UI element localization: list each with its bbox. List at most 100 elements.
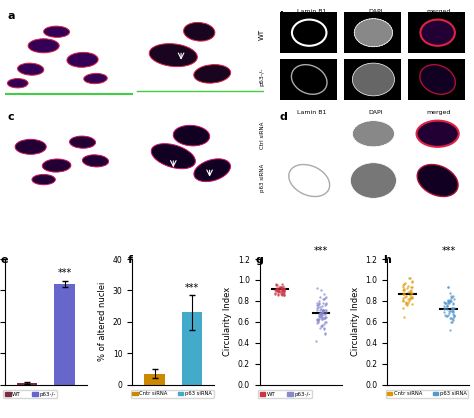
Ellipse shape: [420, 65, 456, 94]
Point: [280, 289, 288, 296]
Point: [321, 314, 329, 321]
Point: [402, 293, 410, 299]
Point: [321, 296, 328, 302]
Point: [400, 305, 407, 312]
Text: ***: ***: [57, 268, 72, 278]
Ellipse shape: [173, 125, 210, 146]
Text: p63-/-: p63-/-: [187, 112, 212, 121]
Legend: Cntr siRNA, p63 siRNA: Cntr siRNA, p63 siRNA: [131, 390, 213, 398]
Point: [320, 321, 328, 327]
Point: [313, 307, 320, 314]
Ellipse shape: [417, 121, 459, 147]
Point: [273, 284, 281, 291]
Y-axis label: Circularity Index: Circularity Index: [223, 287, 232, 357]
Point: [404, 296, 411, 302]
Point: [278, 287, 285, 293]
Point: [445, 298, 452, 304]
Point: [448, 307, 456, 314]
Text: b: b: [280, 11, 287, 21]
Point: [275, 288, 283, 294]
Text: c: c: [7, 112, 14, 122]
Point: [445, 299, 453, 306]
Point: [315, 299, 323, 306]
Point: [318, 312, 326, 319]
Bar: [144, 374, 165, 385]
Point: [447, 319, 455, 326]
FancyBboxPatch shape: [280, 12, 337, 53]
Legend: WT, p63-/-: WT, p63-/-: [3, 390, 57, 398]
Point: [444, 284, 451, 291]
Point: [440, 303, 448, 310]
Point: [318, 287, 325, 294]
Ellipse shape: [352, 121, 394, 147]
Ellipse shape: [44, 26, 70, 37]
Point: [280, 291, 287, 298]
Point: [316, 294, 324, 301]
Point: [273, 288, 280, 294]
Point: [320, 315, 328, 322]
Point: [319, 302, 326, 309]
Ellipse shape: [84, 74, 107, 84]
Point: [450, 312, 457, 319]
Point: [316, 310, 323, 317]
Point: [446, 307, 453, 314]
Point: [409, 284, 416, 291]
Point: [316, 325, 324, 331]
Ellipse shape: [194, 64, 231, 83]
Point: [401, 293, 409, 300]
Point: [446, 308, 453, 314]
Text: h: h: [383, 255, 391, 265]
Point: [319, 307, 327, 314]
Point: [409, 278, 416, 285]
Bar: [182, 312, 202, 385]
Ellipse shape: [151, 144, 195, 169]
Point: [440, 306, 448, 313]
Point: [409, 290, 416, 297]
Point: [316, 316, 323, 322]
Point: [278, 292, 285, 299]
Point: [447, 298, 455, 305]
Ellipse shape: [352, 63, 394, 96]
Point: [318, 323, 325, 329]
Point: [446, 297, 453, 304]
Point: [314, 317, 322, 324]
Point: [273, 281, 280, 288]
Point: [443, 302, 450, 309]
Bar: [17, 383, 37, 385]
Point: [280, 285, 288, 291]
Point: [399, 282, 407, 288]
FancyBboxPatch shape: [344, 59, 401, 100]
Point: [441, 299, 448, 306]
Point: [278, 285, 286, 292]
Point: [408, 289, 415, 296]
Point: [446, 310, 453, 316]
Point: [400, 291, 408, 297]
Point: [316, 309, 324, 316]
Point: [274, 291, 282, 298]
Point: [316, 306, 324, 313]
Point: [408, 287, 415, 293]
Point: [449, 292, 457, 299]
Point: [321, 330, 329, 337]
Point: [445, 312, 452, 319]
Point: [314, 304, 321, 311]
Text: DAPI: DAPI: [368, 110, 383, 115]
Point: [322, 309, 329, 316]
Point: [405, 298, 413, 304]
Point: [313, 302, 320, 308]
Point: [320, 314, 328, 321]
Ellipse shape: [354, 19, 392, 47]
Point: [315, 311, 323, 318]
Point: [318, 312, 325, 319]
Text: Lamin B1: Lamin B1: [297, 110, 327, 115]
Text: merged: merged: [427, 110, 451, 115]
Point: [444, 297, 452, 304]
Point: [449, 308, 457, 315]
Point: [316, 310, 324, 317]
Point: [315, 300, 322, 307]
Point: [400, 295, 407, 302]
Text: p63-/-: p63-/-: [187, 11, 212, 20]
Point: [275, 285, 283, 292]
Point: [447, 293, 454, 299]
Point: [320, 311, 328, 318]
